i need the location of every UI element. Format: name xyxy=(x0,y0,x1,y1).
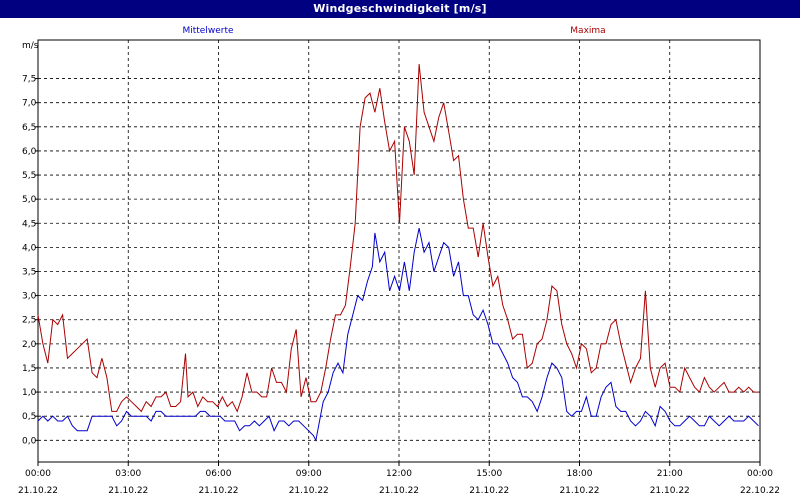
x-tick-date-label: 21.10.22 xyxy=(289,486,329,496)
y-tick-label: 6,5 xyxy=(22,123,36,133)
x-tick-date-label: 21.10.22 xyxy=(108,486,148,496)
x-tick-time-label: 21:00 xyxy=(657,469,683,479)
x-tick-date-label: 21.10.22 xyxy=(650,486,690,496)
x-tick-date-label: 21.10.22 xyxy=(198,486,238,496)
y-tick-label: 5,0 xyxy=(22,195,37,205)
y-tick-label: 4,5 xyxy=(22,219,36,229)
y-tick-label: 2,5 xyxy=(22,316,36,326)
x-tick-time-label: 09:00 xyxy=(296,469,322,479)
x-tick-time-label: 18:00 xyxy=(567,469,593,479)
x-tick-time-label: 12:00 xyxy=(386,469,412,479)
y-tick-label: 1,5 xyxy=(22,364,36,374)
y-tick-label: 5,5 xyxy=(22,171,36,181)
y-tick-label: 6,0 xyxy=(22,147,37,157)
legend-maxima: Maxima xyxy=(570,26,605,36)
x-tick-time-label: 03:00 xyxy=(115,469,141,479)
x-tick-time-label: 00:00 xyxy=(747,469,773,479)
x-tick-time-label: 00:00 xyxy=(25,469,51,479)
x-tick-time-label: 06:00 xyxy=(206,469,232,479)
x-tick-date-label: 21.10.22 xyxy=(379,486,419,496)
series-line-mittelwerte xyxy=(37,227,759,442)
y-tick-label: 7,5 xyxy=(22,75,36,85)
y-tick-label: 1,0 xyxy=(22,388,37,398)
x-tick-date-label: 21.10.22 xyxy=(559,486,599,496)
y-tick-label: 7,0 xyxy=(22,99,37,109)
y-tick-label: 2,0 xyxy=(22,340,37,350)
series-layer xyxy=(37,64,759,442)
x-tick-date-label: 21.10.22 xyxy=(18,486,58,496)
chart-title: Windgeschwindigkeit [m/s] xyxy=(0,0,800,18)
grid-layer xyxy=(38,40,760,462)
y-tick-label: 4,0 xyxy=(22,243,37,253)
y-tick-label: 0,0 xyxy=(22,436,37,446)
axis-layer: 0,0 0,5 1,0 1,5 2,0 2,5 3,0 3,5 4,0 4,5 5,0 5,5 6,0 6… xyxy=(18,75,780,496)
legend-mittelwerte: Mittelwerte xyxy=(182,26,233,36)
y-tick-label: 3,5 xyxy=(22,267,36,277)
x-tick-date-label: 21.10.22 xyxy=(469,486,509,496)
y-axis-label: m/s xyxy=(22,41,39,51)
y-tick-label: 3,0 xyxy=(22,292,37,302)
x-tick-time-label: 15:00 xyxy=(476,469,502,479)
x-tick-date-label: 22.10.22 xyxy=(740,486,780,496)
series-line-maxima xyxy=(37,64,759,413)
y-tick-label: 0,5 xyxy=(22,412,36,422)
